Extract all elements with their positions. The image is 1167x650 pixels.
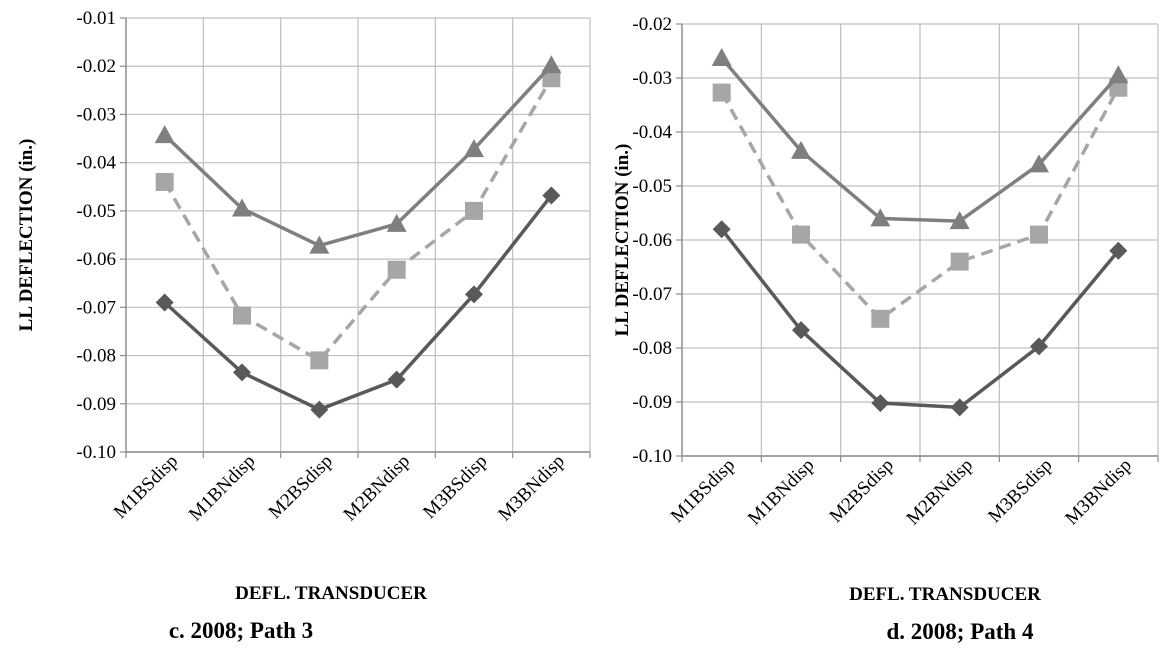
data-point-triangle (949, 211, 970, 230)
y-tick-label: -0.10 (632, 446, 672, 467)
x-axis-title: DEFL. TRANSDUCER (235, 583, 427, 604)
y-tick-label: -0.05 (76, 201, 116, 222)
y-tick-label: -0.03 (632, 68, 672, 89)
y-tick-label: -0.08 (76, 346, 116, 367)
y-tick-label: -0.03 (76, 104, 116, 125)
data-point-diamond (1109, 241, 1128, 260)
y-tick-label: -0.08 (632, 338, 672, 359)
data-point-square (1030, 225, 1048, 244)
data-point-square (871, 309, 890, 328)
chart-d: -0.02 -0.03 -0.04 -0.05 -0.06 -0.07 -0.08 -0.09… (612, 14, 1159, 644)
chart-c: -0.01 -0.02 -0.03 -0.04 -0.05 -0.06 -0.07 -0.08… (16, 8, 591, 643)
data-point-square (155, 172, 174, 191)
data-point-square (542, 69, 561, 88)
data-point-diamond (465, 285, 483, 304)
data-point-diamond (387, 370, 406, 389)
series-line-triangle (720, 56, 1120, 223)
x-tick-label: M3BNdisp (494, 451, 569, 526)
x-tick-label: M1BNdisp (744, 455, 819, 530)
series-line-square (163, 77, 553, 363)
data-point-square (950, 252, 969, 271)
y-tick-label: -0.04 (632, 122, 672, 143)
data-point-triangle (711, 48, 732, 67)
x-tick-label: M3BSdisp (984, 455, 1056, 527)
data-point-triangle (1108, 65, 1129, 84)
y-tick-label: -0.06 (632, 230, 672, 251)
y-tick-label: -0.02 (76, 56, 116, 77)
data-point-triangle (232, 198, 252, 217)
y-tick-label: -0.04 (76, 153, 116, 174)
data-point-square (233, 306, 251, 325)
data-point-diamond (1030, 337, 1048, 356)
x-tick-label: M2BSdisp (826, 455, 898, 527)
y-axis-title: LL DEFLECTION (in.) (612, 144, 633, 337)
data-point-diamond (792, 321, 810, 340)
chart-caption: d. 2008; Path 4 (887, 619, 1034, 644)
data-point-triangle (870, 208, 891, 227)
x-tick-label: M1BSdisp (667, 455, 739, 527)
data-point-square (465, 201, 483, 220)
y-tick-label: -0.02 (632, 14, 672, 35)
data-point-square (792, 225, 810, 244)
x-tick-label: M3BSdisp (419, 451, 491, 523)
y-axis-title: LL DEFLECTION (in.) (16, 139, 37, 332)
data-point-diamond (310, 400, 329, 419)
data-point-triangle (1029, 154, 1049, 173)
x-tick-label: M2BNdisp (340, 451, 415, 526)
y-tick-label: -0.10 (76, 442, 116, 463)
series-line-triangle (163, 64, 553, 248)
y-tick-label: -0.07 (632, 284, 672, 305)
data-point-square (387, 260, 406, 279)
data-point-diamond (712, 220, 731, 239)
data-point-triangle (541, 55, 562, 74)
x-axis-title: DEFL. TRANSDUCER (849, 584, 1041, 605)
data-point-triangle (464, 139, 484, 158)
y-tick-label: -0.05 (632, 176, 672, 197)
y-tick-label: -0.01 (76, 8, 116, 29)
x-tick-label: M3BNdisp (1061, 455, 1136, 530)
data-point-triangle (309, 235, 330, 254)
x-tick-label: M2BNdisp (903, 455, 978, 530)
y-tick-label: -0.06 (76, 249, 116, 270)
data-point-diamond (155, 293, 174, 312)
data-point-square (310, 351, 329, 370)
data-point-diamond (233, 363, 251, 382)
data-point-triangle (386, 213, 407, 232)
chart-caption: c. 2008; Path 3 (169, 618, 313, 643)
y-tick-label: -0.09 (76, 394, 116, 415)
data-point-triangle (791, 140, 811, 159)
data-point-triangle (154, 125, 175, 144)
x-tick-label: M1BSdisp (110, 451, 182, 523)
x-tick-label: M2BSdisp (265, 451, 337, 523)
series-line-diamond (720, 228, 1120, 410)
y-tick-label: -0.07 (76, 297, 116, 318)
data-point-diamond (950, 398, 969, 417)
data-point-square (712, 83, 731, 102)
x-tick-label: M1BNdisp (185, 451, 260, 526)
data-point-diamond (542, 186, 561, 205)
series-line-diamond (163, 194, 553, 412)
series-line-square (720, 86, 1120, 321)
data-point-diamond (871, 394, 890, 413)
y-tick-label: -0.09 (632, 392, 672, 413)
